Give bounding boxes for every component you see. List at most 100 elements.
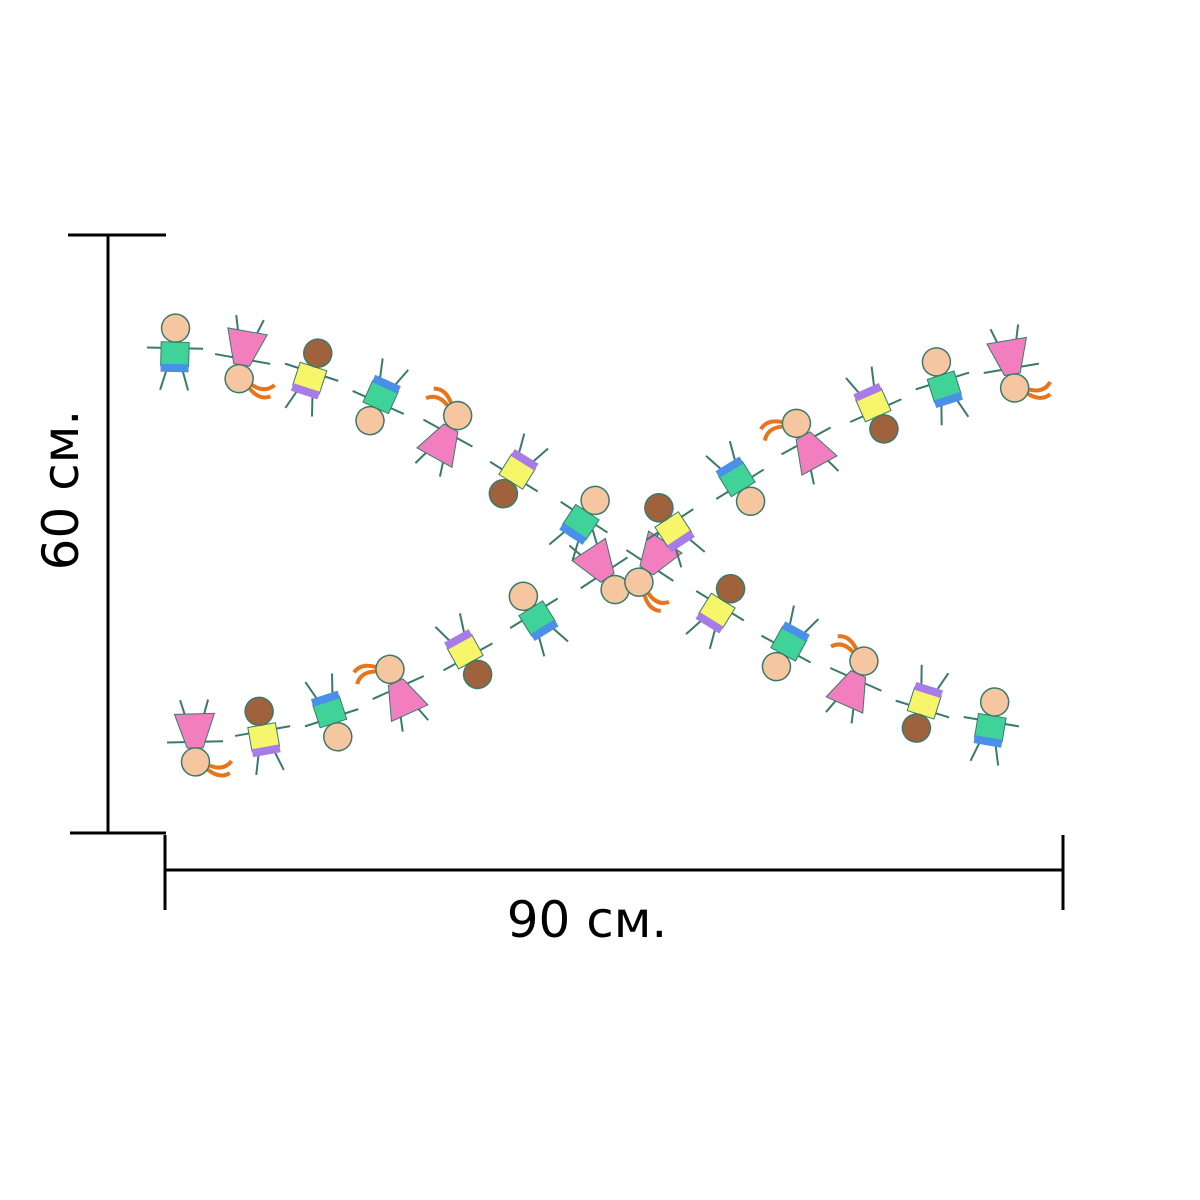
kid-head	[921, 347, 952, 377]
kid	[915, 347, 970, 426]
kid-hair	[425, 386, 453, 407]
kid-head	[488, 478, 519, 509]
kid-leg	[159, 369, 168, 391]
kid-head	[180, 747, 211, 777]
kid-leg	[181, 370, 190, 391]
kid-head	[869, 414, 899, 444]
kid-head	[715, 574, 746, 604]
kid-head	[761, 651, 792, 682]
kid-leg	[548, 530, 566, 546]
kid-head	[999, 373, 1030, 403]
kid-shorts	[913, 681, 943, 698]
kid-head	[160, 313, 191, 343]
kid-shorts	[290, 383, 321, 400]
kid-head	[849, 646, 879, 676]
kid-head	[979, 687, 1010, 717]
kid	[414, 386, 473, 477]
kid-head	[323, 722, 353, 752]
kid	[434, 613, 493, 690]
kid-leg	[331, 673, 334, 695]
kid	[705, 440, 766, 516]
kid-leg	[870, 366, 876, 388]
kid-head	[462, 659, 493, 690]
kid-leg	[935, 672, 950, 692]
kid-head	[224, 363, 254, 394]
kid-head	[901, 713, 932, 743]
kid-leg	[674, 547, 683, 568]
kid-head	[303, 338, 333, 368]
kid	[352, 654, 429, 732]
kid	[304, 673, 359, 752]
kid-shorts	[695, 611, 724, 634]
kid	[963, 687, 1020, 766]
kid-head	[244, 696, 274, 727]
kid	[548, 485, 610, 561]
kid-leg	[255, 753, 260, 775]
kid	[284, 338, 339, 417]
kid-shorts	[853, 383, 883, 402]
kid-head	[375, 654, 405, 685]
kid-hair	[642, 592, 670, 613]
kid-hair	[1026, 380, 1052, 400]
kid	[760, 605, 820, 682]
kid-leg	[685, 619, 703, 635]
kid-hair	[830, 634, 858, 654]
kids-pattern	[147, 313, 1052, 778]
kid-leg	[551, 626, 569, 643]
kid	[759, 408, 840, 485]
kid-shorts	[973, 735, 1003, 748]
kid-hair	[759, 419, 783, 442]
kid-head	[781, 408, 812, 439]
kid-leg	[393, 369, 409, 387]
height-label: 60 см.	[32, 410, 90, 571]
kid	[234, 696, 291, 775]
kid	[644, 493, 706, 568]
kid-leg	[517, 433, 526, 455]
kid-hair	[206, 759, 234, 778]
kid-head	[355, 405, 385, 436]
kid-hair	[248, 383, 276, 400]
kid-leg	[284, 390, 299, 409]
kid-leg	[311, 395, 314, 417]
kid-shorts	[371, 374, 401, 394]
kid-shorts	[251, 744, 281, 758]
kid-leg	[969, 741, 981, 762]
kid	[352, 358, 409, 436]
kid-shorts	[667, 530, 695, 553]
kid-leg	[994, 744, 1000, 766]
kid-leg	[728, 440, 737, 462]
kid-leg	[955, 398, 970, 418]
kid-shorts	[530, 619, 559, 642]
kid-body	[160, 341, 190, 367]
kid-leg	[940, 404, 943, 426]
kid	[825, 634, 882, 724]
kid-shorts	[160, 363, 189, 373]
kid-leg	[273, 750, 285, 771]
width-label: 90 см.	[507, 891, 668, 949]
kid	[167, 699, 234, 778]
kid-shorts	[510, 448, 539, 471]
kid-leg	[537, 635, 546, 657]
kid-leg	[705, 455, 723, 471]
kid	[895, 664, 950, 743]
kid	[983, 324, 1052, 403]
kid	[214, 315, 276, 400]
kid-head	[735, 486, 766, 516]
kid-shorts	[559, 522, 587, 545]
kid-shorts	[933, 392, 963, 409]
kid-leg	[845, 377, 861, 395]
kid	[685, 574, 746, 650]
kid-leg	[802, 618, 820, 635]
kid-hair	[352, 663, 377, 685]
kid-leg	[788, 605, 795, 627]
kid-shorts	[444, 629, 473, 650]
kid-leg	[688, 537, 706, 553]
kid-leg	[458, 613, 466, 634]
kid	[488, 433, 549, 509]
kid-head	[508, 581, 539, 612]
kid	[147, 313, 204, 391]
kid-leg	[531, 447, 549, 464]
kid-leg	[920, 664, 923, 686]
